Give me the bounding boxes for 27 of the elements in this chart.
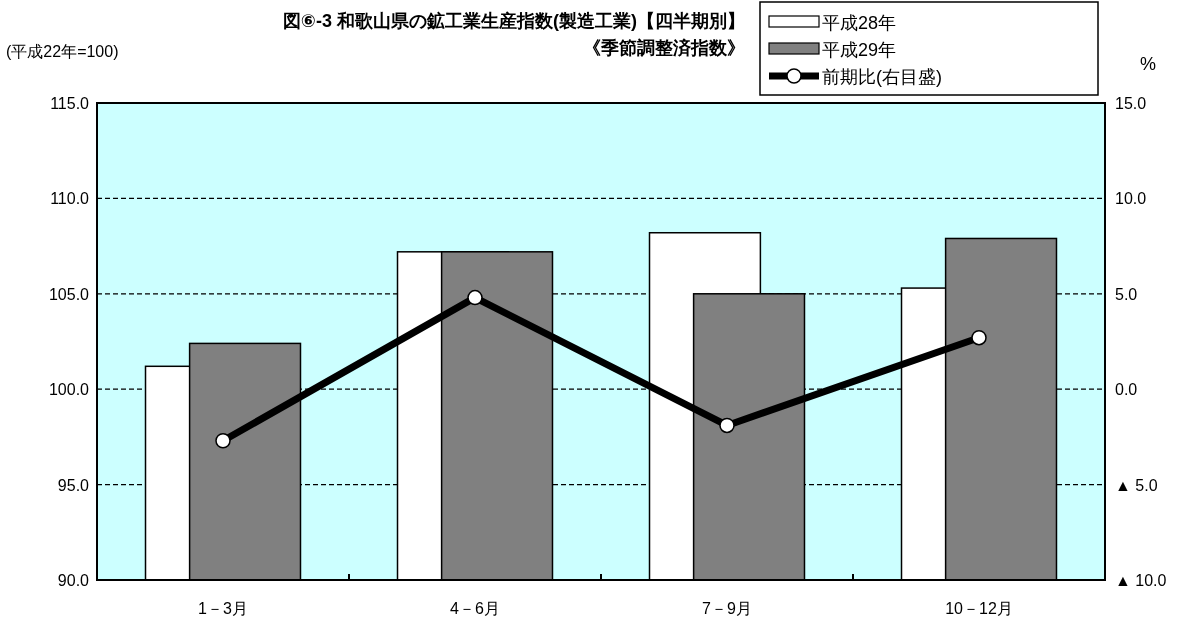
- y2-tick-label: ▲ 5.0: [1115, 476, 1158, 494]
- y-tick-label: 115.0: [50, 95, 90, 112]
- point: [467, 289, 483, 306]
- chart-title: 図⑥-3 和歌山県の鉱工業生産指数(製造工業)【四半期別】: [282, 11, 745, 31]
- y-tick-label: 90.0: [57, 572, 90, 589]
- x-tick-label: 10－12月: [945, 600, 1013, 617]
- legend-label: 前期比(右目盛): [822, 67, 942, 87]
- chart-subtitle: 《季節調整済指数》: [583, 38, 745, 58]
- x-tick-label: 7－9月: [702, 600, 752, 617]
- x-tick-label: 4－6月: [450, 600, 500, 617]
- y2-tick-label: 15.0: [1115, 95, 1147, 112]
- y2-axis-title: %: [1139, 54, 1157, 74]
- point: [215, 432, 231, 449]
- y2-tick-label: 5.0: [1115, 285, 1138, 303]
- y-tick-label: 95.0: [57, 476, 90, 494]
- x-tick-label: 1－3月: [198, 600, 248, 617]
- y2-tick-label: 0.0: [1115, 381, 1138, 399]
- y-tick-label: 105.0: [48, 285, 90, 303]
- y-tick-label: 100.0: [48, 381, 90, 399]
- y2-tick-label: 10.0: [1115, 190, 1147, 208]
- y2-tick-label: ▲ 10.0: [1115, 572, 1167, 589]
- legend-label: 平成28年: [822, 13, 897, 33]
- point: [971, 329, 987, 346]
- legend-label: 平成29年: [822, 40, 897, 60]
- point: [719, 417, 735, 434]
- y-axis-title: (平成22年=100): [6, 43, 119, 60]
- y-tick-label: 110.0: [50, 190, 90, 208]
